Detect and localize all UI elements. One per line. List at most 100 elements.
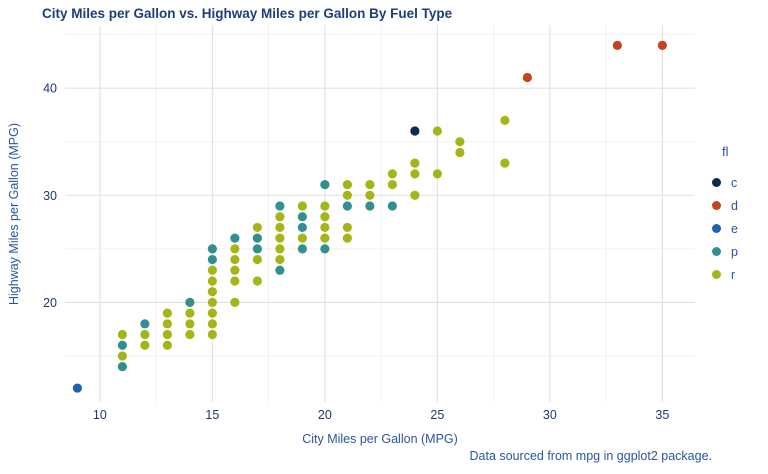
data-point-d [657, 40, 667, 50]
data-point-p [297, 222, 307, 233]
data-point-r [365, 190, 375, 200]
data-point-r [117, 351, 127, 361]
data-point-r [500, 115, 510, 125]
data-point-r [117, 329, 127, 340]
data-point-d [612, 40, 622, 50]
data-point-r [275, 222, 285, 233]
data-point-p [117, 340, 127, 350]
legend-title: fl [722, 144, 729, 159]
data-point-r [230, 297, 240, 307]
data-point-e [72, 383, 82, 393]
data-point-p [275, 265, 285, 275]
data-point-p [252, 244, 262, 254]
data-point-p [342, 201, 352, 211]
data-point-r [432, 126, 442, 136]
data-point-p [297, 212, 307, 222]
data-point-r [500, 158, 510, 168]
data-point-r [162, 308, 172, 318]
chart-title: City Miles per Gallon vs. Highway Miles … [42, 6, 453, 21]
data-point-r [230, 244, 240, 254]
legend-label: d [731, 198, 738, 213]
x-axis-tick-label: 15 [205, 408, 219, 422]
data-point-r [162, 329, 172, 340]
data-point-r [275, 233, 285, 243]
legend-label: e [731, 221, 738, 236]
x-axis-tick-label: 30 [543, 408, 557, 422]
data-point-r [275, 212, 285, 222]
legend-item-r: r [712, 263, 738, 286]
data-point-r [320, 233, 330, 243]
legend-key-dot-r [712, 270, 721, 279]
data-point-p [297, 244, 307, 254]
data-point-r [207, 308, 217, 318]
data-point-r [320, 222, 330, 233]
data-point-r [387, 169, 397, 179]
x-axis-title: City Miles per Gallon (MPG) [302, 432, 458, 446]
data-point-r [432, 169, 442, 179]
y-axis-title: Highway Miles per Gallon (MPG) [7, 123, 21, 305]
data-point-d [522, 72, 532, 83]
data-point-p [252, 233, 262, 243]
data-point-r [252, 254, 262, 265]
data-point-r [455, 147, 465, 158]
data-point-r [297, 201, 307, 211]
data-point-r [297, 233, 307, 243]
legend-item-e: e [712, 217, 738, 240]
legend-label: r [731, 267, 736, 282]
data-point-r [185, 308, 195, 318]
data-point-p [365, 201, 375, 211]
data-point-r [342, 179, 352, 190]
data-point-r [275, 244, 285, 254]
data-point-p [140, 319, 150, 329]
data-point-p [320, 244, 330, 254]
legend-key-dot-d [712, 201, 721, 210]
legend-key-dot-e [712, 224, 721, 233]
data-point-r [207, 297, 217, 307]
data-point-r [320, 212, 330, 222]
data-point-r [342, 233, 352, 243]
data-point-r [342, 190, 352, 200]
data-point-p [185, 297, 195, 307]
caption: Data sourced from mpg in ggplot2 package… [469, 449, 713, 463]
data-point-r [320, 201, 330, 211]
data-point-r [207, 287, 217, 297]
y-axis-tick-label: 30 [43, 189, 57, 203]
data-point-r [410, 158, 420, 168]
data-point-p [320, 179, 330, 190]
data-point-p [117, 362, 127, 372]
data-point-r [207, 276, 217, 286]
data-point-p [207, 244, 217, 254]
data-point-r [342, 222, 352, 233]
x-axis-tick-label: 20 [318, 408, 332, 422]
legend-key-dot-p [712, 247, 721, 256]
data-point-r [410, 190, 420, 200]
data-point-r [387, 179, 397, 190]
legend-key-dot-c [712, 178, 721, 187]
data-point-r [252, 276, 262, 286]
data-point-p [230, 233, 240, 243]
x-axis-tick-label: 35 [655, 408, 669, 422]
legend-item-c: c [712, 171, 738, 194]
y-axis-tick-label: 40 [43, 82, 57, 96]
y-axis-tick-label: 20 [43, 296, 57, 310]
data-point-r [252, 222, 262, 233]
data-point-c [410, 126, 420, 136]
data-point-p [207, 254, 217, 265]
data-point-p [387, 201, 397, 211]
data-point-r [365, 179, 375, 190]
data-point-r [275, 254, 285, 265]
data-point-r [207, 265, 217, 275]
data-point-r [185, 319, 195, 329]
data-point-r [410, 169, 420, 179]
data-point-r [230, 254, 240, 265]
x-axis-tick-label: 25 [430, 408, 444, 422]
data-point-r [455, 137, 465, 147]
data-point-r [162, 340, 172, 350]
x-axis-tick-label: 10 [93, 408, 107, 422]
data-point-p [275, 201, 285, 211]
data-point-r [162, 319, 172, 329]
data-point-r [140, 340, 150, 350]
